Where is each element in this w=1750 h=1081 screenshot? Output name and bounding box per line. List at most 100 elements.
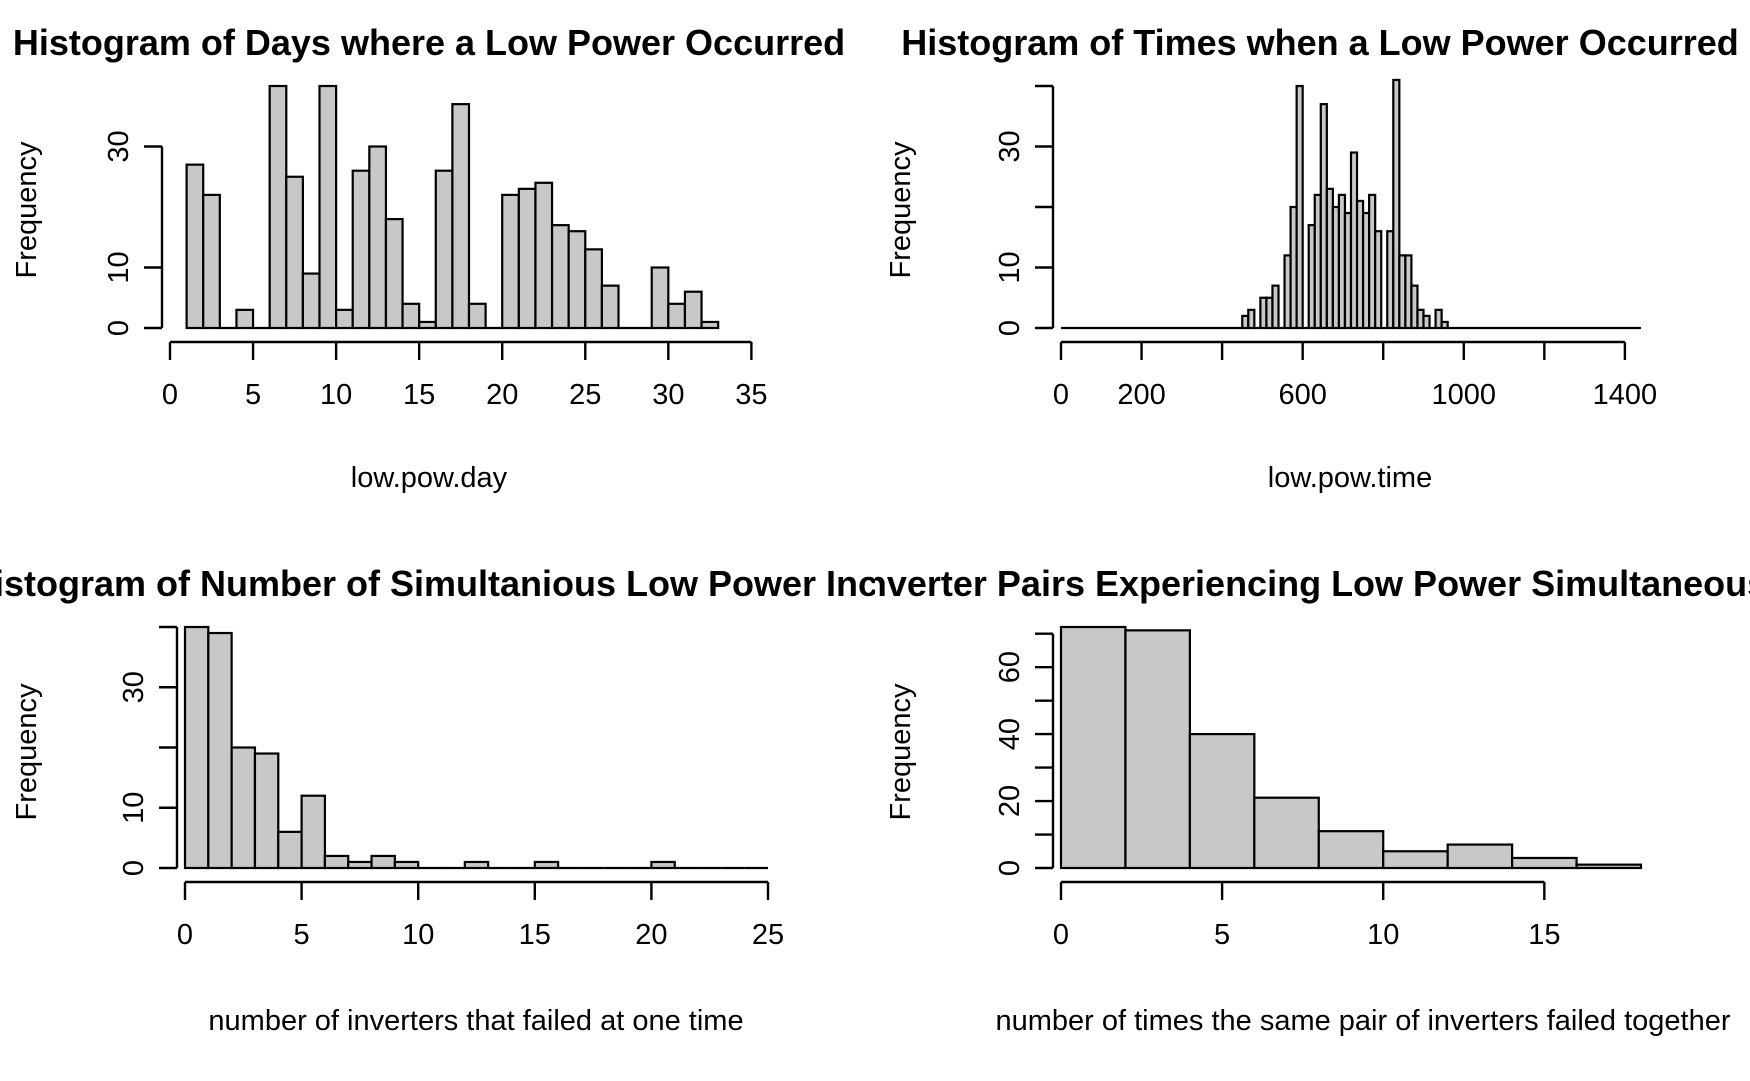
- histogram-bar: [1247, 308, 1256, 330]
- histogram-bar: [323, 854, 350, 870]
- chart-title: Histogram of Number of Simultanious Low …: [0, 563, 984, 604]
- histogram-bar: [1124, 629, 1191, 870]
- x-tick-label: 35: [735, 379, 767, 411]
- y-tick-label: 0: [103, 320, 135, 336]
- histogram-bar: [1511, 856, 1578, 870]
- panel-inverter-pairs-histogram: Histogram of Inverter Pairs Experiencing…: [623, 563, 1750, 1037]
- histogram-bar: [183, 625, 210, 870]
- y-axis-label: Frequency: [11, 683, 43, 821]
- y-axis-label: Frequency: [885, 683, 917, 821]
- histogram-bar: [207, 631, 233, 870]
- x-axis: 0 5 10 15 20 25 30 35: [162, 340, 768, 411]
- histogram-bar: [650, 860, 676, 870]
- histogram-bar: [501, 193, 520, 330]
- histogram-bar: [567, 230, 587, 330]
- x-tick-label: 600: [1278, 379, 1326, 411]
- x-tick-label: 15: [1528, 919, 1560, 951]
- histogram-bar: [1392, 78, 1401, 330]
- x-tick-label: 10: [320, 379, 352, 411]
- histogram-bar: [451, 103, 471, 330]
- histogram-bar: [1382, 850, 1449, 870]
- y-axis: 0 10 30: [994, 84, 1055, 336]
- y-tick-label: 40: [994, 718, 1026, 750]
- histogram-bar: [467, 302, 487, 330]
- y-tick-label: 10: [994, 251, 1026, 283]
- x-tick-label: 20: [635, 919, 667, 951]
- histogram-bar: [1434, 308, 1443, 330]
- histogram-bar: [401, 302, 421, 330]
- y-tick-label: 0: [118, 860, 150, 876]
- x-tick-label: 0: [177, 919, 193, 951]
- panel-times-histogram: Histogram of Times when a Low Power Occu…: [885, 22, 1739, 494]
- chart-title: Histogram of Times when a Low Power Occu…: [901, 22, 1739, 63]
- histogram-bar: [1253, 796, 1320, 870]
- x-tick-label: 200: [1117, 379, 1165, 411]
- histogram-bar: [277, 830, 303, 870]
- y-tick-label: 30: [118, 671, 150, 703]
- histogram-bar: [285, 175, 304, 330]
- panel-days-histogram: Histogram of Days where a Low Power Occu…: [11, 22, 845, 494]
- histogram-bar: [534, 181, 554, 330]
- histogram-bar: [1271, 284, 1280, 330]
- x-axis-label: number of inverters that failed at one t…: [208, 1005, 743, 1037]
- chart-title: Histogram of Inverter Pairs Experiencing…: [623, 563, 1750, 604]
- x-axis-label: number of times the same pair of inverte…: [995, 1005, 1730, 1037]
- histogram-bar: [683, 290, 703, 330]
- x-tick-label: 0: [1053, 919, 1069, 951]
- bars: [1059, 625, 1643, 870]
- histogram-bar: [185, 163, 205, 330]
- x-tick-label: 25: [752, 919, 784, 951]
- x-tick-label: 15: [519, 919, 551, 951]
- histogram-bar: [1410, 284, 1419, 330]
- histogram-bar: [230, 746, 257, 870]
- x-axis-label: low.pow.time: [1268, 462, 1432, 494]
- histogram-bar: [550, 224, 570, 330]
- x-tick-label: 20: [486, 379, 518, 411]
- histogram-bar: [1575, 863, 1643, 870]
- histogram-bar: [1422, 314, 1431, 330]
- histogram-bar: [517, 187, 537, 330]
- x-tick-label: 5: [294, 919, 310, 951]
- y-tick-label: 30: [103, 130, 135, 162]
- histogram-bar: [301, 272, 321, 330]
- histogram-bar: [1188, 733, 1256, 870]
- histogram-bar: [347, 860, 373, 870]
- panel-simultaneous-histogram: Histogram of Number of Simultanious Low …: [0, 563, 984, 1037]
- x-axis: 0 200 600 1000 1400: [1053, 340, 1657, 411]
- y-tick-label: 0: [994, 860, 1026, 876]
- x-tick-label: 1000: [1432, 379, 1497, 411]
- histogram-bar: [533, 860, 560, 870]
- y-tick-label: 10: [118, 792, 150, 824]
- chart-title: Histogram of Days where a Low Power Occu…: [13, 22, 845, 63]
- x-tick-label: 25: [569, 379, 601, 411]
- histogram-bar: [335, 308, 354, 330]
- x-tick-label: 15: [403, 379, 435, 411]
- bars: [183, 625, 768, 870]
- histogram-bar: [300, 794, 327, 870]
- histogram-bar: [1059, 625, 1127, 870]
- histogram-bar: [667, 302, 687, 330]
- y-axis: 0 10 30: [103, 130, 164, 336]
- histogram-bar: [1317, 830, 1385, 870]
- x-tick-label: 5: [245, 379, 261, 411]
- histogram-bar: [1446, 843, 1514, 870]
- histogram-bar: [351, 169, 371, 330]
- y-tick-label: 30: [994, 130, 1026, 162]
- x-axis: 0 5 10 15 20 25: [177, 880, 784, 951]
- histogram-bar: [584, 248, 603, 330]
- histogram-bar: [393, 860, 420, 870]
- x-tick-label: 0: [1053, 379, 1069, 411]
- x-tick-label: 10: [402, 919, 434, 951]
- histogram-bar: [418, 320, 437, 330]
- histogram-bar: [600, 284, 620, 330]
- histogram-bar: [268, 84, 288, 330]
- y-axis: 0 10 30: [118, 625, 179, 876]
- histogram-bar: [235, 308, 255, 330]
- y-tick-label: 20: [994, 785, 1026, 817]
- y-tick-label: 0: [994, 320, 1026, 336]
- histogram-bar: [368, 145, 388, 330]
- x-tick-label: 5: [1214, 919, 1230, 951]
- y-tick-label: 10: [103, 251, 135, 283]
- x-tick-label: 0: [162, 379, 178, 411]
